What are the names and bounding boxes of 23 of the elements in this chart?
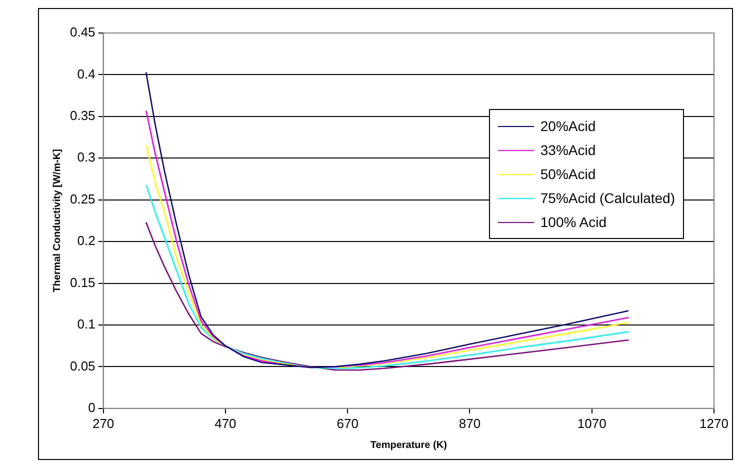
x-tick-label: 270	[92, 416, 114, 431]
y-tick-label: 0.45	[70, 24, 96, 40]
y-tick-label: 0.25	[70, 191, 96, 206]
legend-label: 33%Acid	[540, 142, 596, 158]
x-tick-label: 1270	[700, 416, 728, 431]
y-tick-label: 0	[88, 400, 96, 415]
x-tick-label: 870	[458, 416, 481, 431]
x-tick-label: 470	[214, 416, 236, 431]
legend-label: 50%Acid	[540, 166, 596, 182]
y-tick-label: 0.4	[77, 66, 96, 82]
y-axis-title: Thermal Conductivity [W/m-K]	[52, 149, 63, 292]
legend-label: 75%Acid (Calculated)	[540, 190, 675, 206]
y-tick-label: 0.05	[70, 358, 96, 374]
y-tick-label: 0.2	[77, 233, 96, 248]
x-tick-label: 670	[336, 416, 358, 431]
x-axis-title: Temperature (K)	[370, 440, 447, 451]
y-tick-label: 0.1	[77, 316, 96, 332]
legend-label: 20%Acid	[540, 118, 596, 134]
y-tick-label: 0.35	[70, 108, 96, 123]
legend-label: 100% Acid	[540, 214, 607, 230]
y-tick-label: 0.15	[70, 274, 96, 290]
y-tick-label: 0.3	[77, 150, 96, 165]
x-tick-label: 1070	[577, 416, 606, 431]
